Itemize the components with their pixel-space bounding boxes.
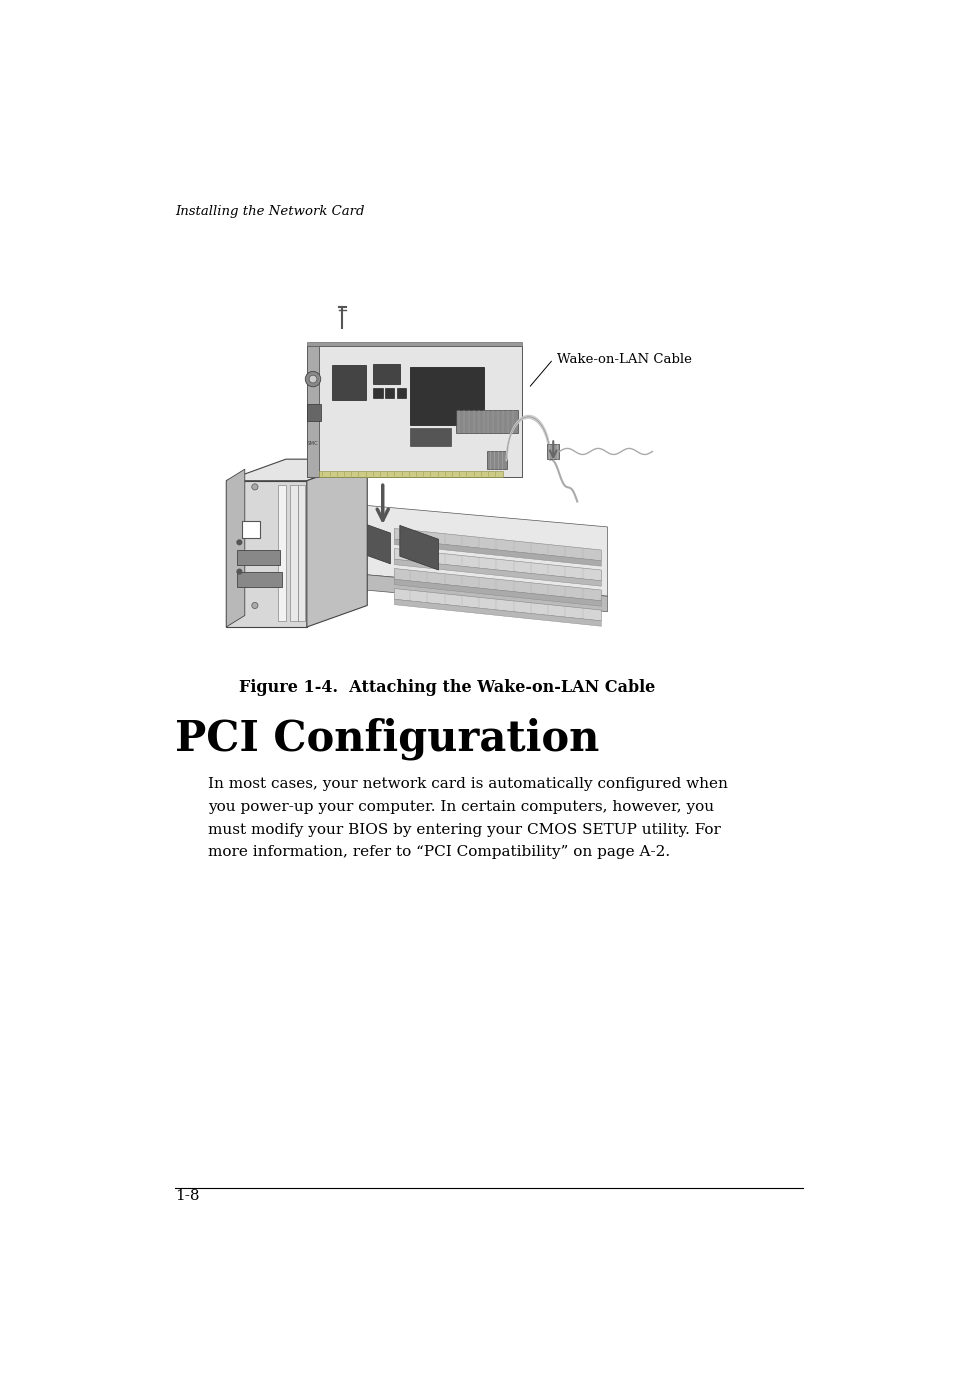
Polygon shape: [226, 459, 367, 480]
Polygon shape: [546, 444, 558, 459]
Text: must modify your BIOS by entering your CMOS SETUP utility. For: must modify your BIOS by entering your C…: [208, 823, 720, 837]
Polygon shape: [410, 429, 451, 446]
Text: Figure 1-4.  Attaching the Wake-on-LAN Cable: Figure 1-4. Attaching the Wake-on-LAN Ca…: [239, 679, 655, 697]
Text: more information, refer to “PCI Compatibility” on page A-2.: more information, refer to “PCI Compatib…: [208, 845, 670, 859]
Polygon shape: [307, 346, 319, 477]
Polygon shape: [410, 366, 483, 425]
Polygon shape: [305, 500, 607, 597]
Polygon shape: [278, 484, 286, 620]
Polygon shape: [319, 472, 502, 477]
Polygon shape: [394, 540, 600, 566]
Polygon shape: [399, 526, 438, 570]
Circle shape: [309, 375, 316, 383]
Polygon shape: [456, 409, 517, 433]
Polygon shape: [236, 572, 282, 587]
Text: Installing the Network Card: Installing the Network Card: [174, 205, 364, 218]
Text: In most cases, your network card is automatically configured when: In most cases, your network card is auto…: [208, 777, 727, 791]
Polygon shape: [394, 548, 600, 580]
Circle shape: [236, 540, 241, 544]
Polygon shape: [394, 579, 600, 607]
Text: 1-8: 1-8: [174, 1190, 199, 1203]
Polygon shape: [394, 589, 600, 620]
Text: you power-up your computer. In certain computers, however, you: you power-up your computer. In certain c…: [208, 799, 714, 813]
Polygon shape: [305, 569, 607, 612]
Polygon shape: [307, 341, 521, 346]
Polygon shape: [487, 451, 506, 469]
Polygon shape: [307, 459, 367, 627]
Circle shape: [305, 372, 320, 387]
Polygon shape: [394, 529, 600, 561]
Text: PCI Configuration: PCI Configuration: [174, 718, 598, 761]
Polygon shape: [307, 346, 521, 477]
Polygon shape: [226, 480, 307, 627]
Polygon shape: [236, 550, 280, 565]
Polygon shape: [396, 389, 406, 397]
Polygon shape: [290, 484, 297, 620]
Polygon shape: [307, 404, 320, 421]
Polygon shape: [241, 520, 260, 537]
Polygon shape: [373, 389, 382, 397]
Circle shape: [236, 569, 241, 573]
Polygon shape: [385, 389, 394, 397]
Text: SMC: SMC: [307, 441, 318, 447]
Circle shape: [252, 484, 257, 490]
Polygon shape: [373, 364, 399, 384]
Circle shape: [252, 602, 257, 608]
Polygon shape: [332, 365, 365, 400]
Polygon shape: [352, 519, 390, 564]
Polygon shape: [394, 559, 600, 586]
Polygon shape: [297, 484, 305, 620]
Polygon shape: [394, 600, 600, 626]
Polygon shape: [226, 469, 245, 627]
Polygon shape: [286, 500, 305, 580]
Text: Wake-on-LAN Cable: Wake-on-LAN Cable: [557, 353, 691, 365]
Polygon shape: [394, 569, 600, 601]
